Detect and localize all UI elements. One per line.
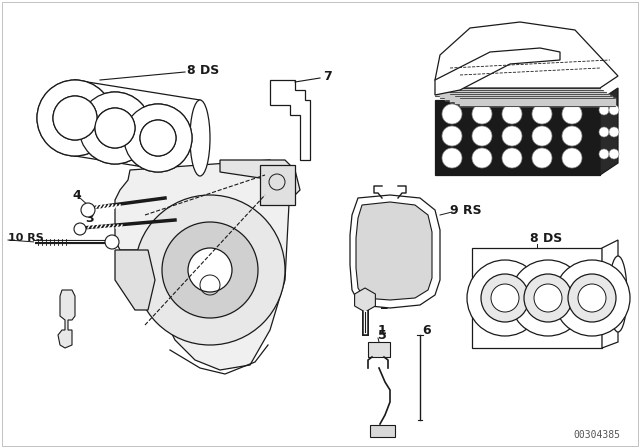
- Circle shape: [568, 274, 616, 322]
- Circle shape: [53, 96, 97, 140]
- Circle shape: [95, 108, 135, 148]
- Text: 8 DS: 8 DS: [187, 64, 220, 77]
- Circle shape: [442, 148, 462, 168]
- Circle shape: [105, 235, 119, 249]
- Circle shape: [609, 105, 619, 115]
- Ellipse shape: [609, 256, 627, 332]
- Text: 6: 6: [422, 323, 431, 336]
- Text: 9 RS: 9 RS: [450, 203, 482, 216]
- Polygon shape: [115, 250, 155, 310]
- Circle shape: [599, 149, 609, 159]
- Circle shape: [532, 148, 552, 168]
- Polygon shape: [356, 202, 432, 300]
- Polygon shape: [350, 195, 440, 308]
- Circle shape: [188, 248, 232, 292]
- Circle shape: [124, 104, 192, 172]
- Circle shape: [95, 108, 135, 148]
- Circle shape: [442, 104, 462, 124]
- Circle shape: [599, 105, 609, 115]
- Polygon shape: [355, 288, 376, 312]
- Text: 3: 3: [85, 211, 93, 224]
- Circle shape: [135, 195, 285, 345]
- Text: 4: 4: [72, 189, 81, 202]
- Circle shape: [37, 80, 113, 156]
- Text: 8 DS: 8 DS: [530, 232, 563, 245]
- Circle shape: [472, 126, 492, 146]
- Polygon shape: [270, 80, 310, 160]
- Ellipse shape: [67, 80, 83, 156]
- Text: 10 RS: 10 RS: [8, 233, 44, 243]
- Polygon shape: [115, 160, 290, 370]
- Circle shape: [562, 104, 582, 124]
- Bar: [435, 100, 600, 175]
- Circle shape: [599, 127, 609, 137]
- Circle shape: [534, 284, 562, 312]
- Text: 1: 1: [378, 323, 387, 336]
- Circle shape: [467, 260, 543, 336]
- Circle shape: [79, 92, 151, 164]
- Circle shape: [510, 260, 586, 336]
- Polygon shape: [602, 240, 618, 348]
- Circle shape: [502, 126, 522, 146]
- Circle shape: [524, 274, 572, 322]
- Text: 7: 7: [323, 69, 332, 82]
- Polygon shape: [220, 160, 300, 195]
- Circle shape: [472, 104, 492, 124]
- Circle shape: [502, 148, 522, 168]
- Text: 2: 2: [380, 298, 388, 311]
- Circle shape: [532, 104, 552, 124]
- Circle shape: [124, 104, 192, 172]
- Bar: [370, 425, 395, 437]
- Text: 00304385: 00304385: [573, 430, 620, 440]
- Circle shape: [491, 284, 519, 312]
- Polygon shape: [435, 48, 560, 95]
- Circle shape: [81, 203, 95, 217]
- Circle shape: [609, 127, 619, 137]
- Bar: [368, 342, 390, 357]
- Circle shape: [162, 222, 258, 318]
- Circle shape: [140, 120, 176, 156]
- Text: 5: 5: [378, 328, 387, 341]
- Ellipse shape: [190, 100, 210, 176]
- Circle shape: [79, 92, 151, 164]
- Polygon shape: [58, 290, 75, 348]
- Polygon shape: [600, 88, 618, 175]
- Bar: [472, 248, 602, 348]
- Circle shape: [140, 120, 176, 156]
- Circle shape: [481, 274, 529, 322]
- Circle shape: [74, 223, 86, 235]
- Circle shape: [562, 148, 582, 168]
- Circle shape: [554, 260, 630, 336]
- Circle shape: [442, 126, 462, 146]
- Polygon shape: [435, 22, 618, 88]
- Circle shape: [502, 104, 522, 124]
- Circle shape: [578, 284, 606, 312]
- Circle shape: [53, 96, 97, 140]
- Circle shape: [532, 126, 552, 146]
- Circle shape: [37, 80, 113, 156]
- Bar: [260, 165, 295, 205]
- Circle shape: [562, 126, 582, 146]
- Circle shape: [609, 149, 619, 159]
- Circle shape: [472, 148, 492, 168]
